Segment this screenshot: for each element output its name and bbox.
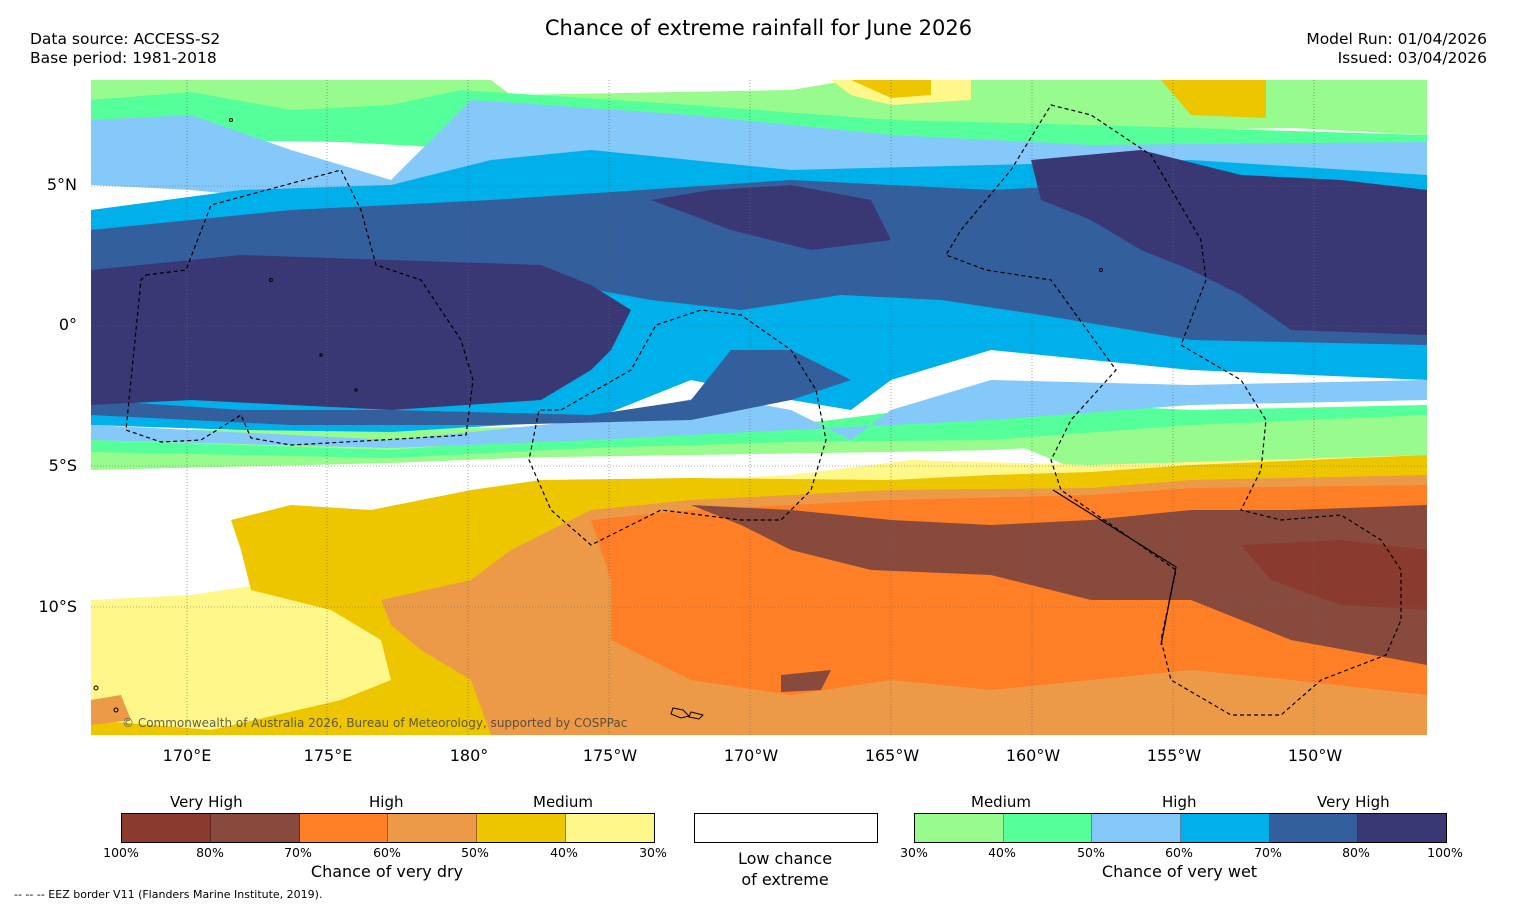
lon-label-175w: 175°W xyxy=(582,746,638,765)
lon-label-155w: 155°W xyxy=(1146,746,1202,765)
eez-borders xyxy=(125,104,1402,716)
dry-band-80-100 xyxy=(1241,540,1427,610)
graticule xyxy=(91,80,1427,735)
eez-footnote: -- -- -- EEZ border V11 (Flanders Marine… xyxy=(14,888,323,901)
dry-tick-40: 40% xyxy=(550,845,578,860)
low-chance-line2: of extreme xyxy=(741,870,829,889)
lon-label-170w: 170°W xyxy=(723,746,779,765)
dry-swatch-5 xyxy=(566,814,654,842)
lat-label-5s: 5°S xyxy=(48,456,77,475)
wet-swatch-4 xyxy=(1269,814,1359,842)
wet-band-70 xyxy=(91,180,1427,425)
lon-label-165w: 165°W xyxy=(864,746,920,765)
wet-swatch-2 xyxy=(1092,814,1182,842)
copyright-notice: © Commonwealth of Australia 2026, Bureau… xyxy=(122,716,628,730)
wet-band-medium xyxy=(91,80,1427,460)
dry-swatch-1 xyxy=(210,814,300,842)
dry-legend-colorbar xyxy=(121,813,655,843)
wet-cat-high: High xyxy=(1162,793,1197,811)
low-chance-line1: Low chance xyxy=(737,849,833,868)
low-chance-caption: Low chance of extreme xyxy=(694,848,876,890)
lat-label-10s: 10°S xyxy=(38,597,77,616)
dry-tick-50: 50% xyxy=(461,845,489,860)
dry-cat-very-high: Very High xyxy=(170,793,243,811)
dry-band-70 xyxy=(691,505,1427,692)
low-chance-swatch xyxy=(694,813,878,843)
wet-tick-40: 40% xyxy=(988,845,1016,860)
lon-label-150w: 150°W xyxy=(1287,746,1343,765)
dry-swatch-4 xyxy=(477,814,567,842)
dry-legend-caption: Chance of very dry xyxy=(310,862,464,881)
lon-label-170e: 170°E xyxy=(162,746,212,765)
dry-swatch-2 xyxy=(299,814,389,842)
boundary-line xyxy=(1052,489,1177,646)
wet-tick-50: 50% xyxy=(1077,845,1105,860)
meta-left: Data source: ACCESS-S2 Base period: 1981… xyxy=(30,30,220,68)
dry-cat-high: High xyxy=(369,793,404,811)
rainfall-map: © Commonwealth of Australia 2026, Bureau… xyxy=(91,80,1427,735)
lon-label-175e: 175°E xyxy=(303,746,353,765)
wet-tick-60: 60% xyxy=(1165,845,1193,860)
issued-date: Issued: 03/04/2026 xyxy=(1337,49,1487,67)
wet-tick-80: 80% xyxy=(1342,845,1370,860)
islands xyxy=(93,118,1103,720)
wet-band-medium-south xyxy=(91,410,1427,500)
dry-tick-80: 80% xyxy=(196,845,224,860)
wet-cat-very-high: Very High xyxy=(1317,793,1390,811)
base-period: Base period: 1981-2018 xyxy=(30,49,217,67)
dry-tick-100: 100% xyxy=(103,845,139,860)
wet-tick-30: 30% xyxy=(900,845,928,860)
model-run: Model Run: 01/04/2026 xyxy=(1306,30,1487,48)
wet-swatch-5 xyxy=(1358,814,1447,842)
wet-swatch-1 xyxy=(1003,814,1093,842)
dry-tick-70: 70% xyxy=(284,845,312,860)
wet-tick-100: 100% xyxy=(1427,845,1463,860)
dry-cat-medium: Medium xyxy=(533,793,593,811)
lat-label-5n: 5°N xyxy=(46,175,77,194)
wet-swatch-0 xyxy=(915,814,1004,842)
wet-legend-colorbar xyxy=(914,813,1447,843)
dry-tick-30: 30% xyxy=(639,845,667,860)
data-source: Data source: ACCESS-S2 xyxy=(30,30,221,48)
wet-legend-caption: Chance of very wet xyxy=(1101,862,1258,881)
dry-swatch-0 xyxy=(122,814,211,842)
wet-tick-70: 70% xyxy=(1254,845,1282,860)
rainfall-map-svg xyxy=(91,80,1427,735)
lon-label-180: 180° xyxy=(449,746,489,765)
lon-label-160w: 160°W xyxy=(1005,746,1061,765)
meta-right: Model Run: 01/04/2026 Issued: 03/04/2026 xyxy=(1306,30,1487,68)
dry-tick-60: 60% xyxy=(373,845,401,860)
wet-cat-medium: Medium xyxy=(971,793,1031,811)
map-title: Chance of extreme rainfall for June 2026 xyxy=(544,16,973,40)
wet-swatch-3 xyxy=(1181,814,1270,842)
wet-band-80-100 xyxy=(91,150,1427,410)
lat-label-0: 0° xyxy=(58,315,77,334)
dry-swatch-3 xyxy=(388,814,478,842)
